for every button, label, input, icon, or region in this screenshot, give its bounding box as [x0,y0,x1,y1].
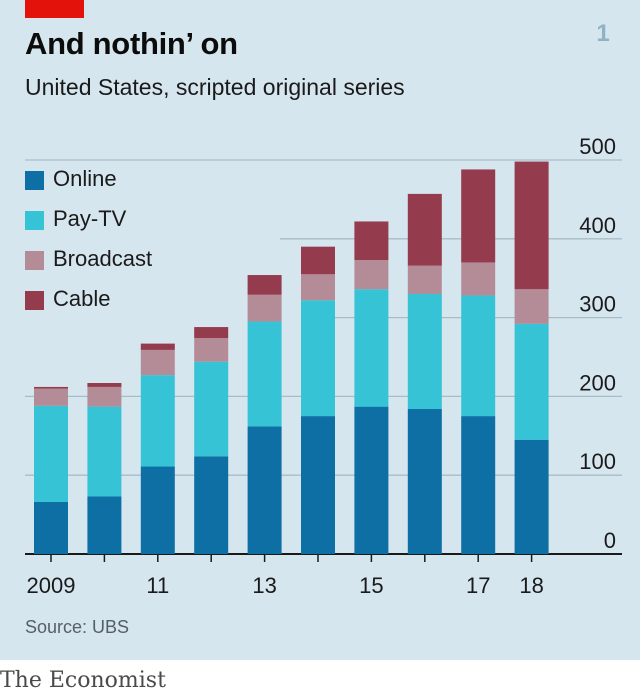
legend-label: Broadcast [53,246,153,271]
bar-segment-broadcast-2017 [461,262,496,296]
bar-segment-pay-tv-2011 [140,375,175,467]
bar-segment-cable-2009 [34,386,68,389]
bar-segment-cable-2018 [514,161,549,290]
legend-swatch [25,171,44,190]
bar-segment-broadcast-2013 [247,294,282,322]
y-tick-label: 0 [604,528,616,553]
publisher-wordmark: The Economist [0,668,166,693]
bar-segment-online-2010 [87,496,122,554]
bar-segment-broadcast-2015 [354,260,389,290]
bar-segment-broadcast-2018 [514,289,549,324]
bar-segment-pay-tv-2016 [407,293,442,410]
bar-segment-pay-tv-2017 [461,295,496,417]
y-tick-label: 400 [579,213,616,238]
bar-segment-broadcast-2011 [140,349,175,376]
bar-segment-pay-tv-2010 [87,406,122,497]
x-tick-label: 15 [359,573,383,598]
x-tick-label: 11 [146,573,169,598]
bar-segment-cable-2015 [354,221,389,261]
bar-segment-cable-2012 [194,327,229,339]
legend-swatch [25,211,44,230]
chart-subtitle: United States, scripted original series [25,74,405,100]
bar-segment-online-2009 [34,501,68,554]
x-tick-label: 18 [519,573,543,598]
bar-segment-pay-tv-2015 [354,289,389,407]
bar-segment-cable-2011 [140,343,175,350]
bar-segment-online-2015 [354,406,389,554]
bar-segment-pay-tv-2018 [514,323,549,440]
bar-segment-broadcast-2012 [194,338,229,362]
bar-segment-online-2014 [301,416,335,554]
bar-segment-online-2016 [407,409,442,554]
bar-segment-pay-tv-2009 [34,405,68,502]
legend-label: Pay-TV [53,206,127,231]
x-tick-label: 2009 [27,573,76,598]
chart-panel: And nothin’ on United States, scripted o… [0,0,640,660]
bar-segment-cable-2013 [247,275,282,295]
y-tick-label: 300 [579,292,616,317]
legend-swatch [25,251,44,270]
bar-segment-cable-2014 [301,246,335,275]
bar-segment-broadcast-2010 [87,386,122,407]
y-tick-label: 200 [579,370,616,395]
legend-swatch [25,291,44,310]
y-tick-label: 100 [579,449,616,474]
bar-segment-online-2018 [514,439,549,554]
bar-segment-cable-2010 [87,383,122,387]
source-note: Source: UBS [25,617,130,637]
bar-segment-online-2017 [461,416,496,554]
bar-segment-pay-tv-2013 [247,321,282,427]
chart-title: And nothin’ on [25,26,238,61]
y-tick-label: 500 [579,134,616,159]
legend-label: Online [53,166,117,191]
bar-segment-broadcast-2009 [34,388,68,406]
bar-segment-online-2013 [247,426,282,554]
bar-segment-broadcast-2016 [407,265,442,294]
x-tick-label: 13 [252,573,276,598]
bar-segment-cable-2017 [461,169,496,263]
bar-segment-online-2012 [194,456,229,554]
bar-segment-online-2011 [140,466,175,554]
bar-segment-pay-tv-2014 [301,300,335,417]
brand-red-tab [25,0,84,18]
stacked-bar-chart: 0 100 200 300 400 500 2009 11 13 15 17 18 [25,134,622,598]
x-tick-label: 17 [466,573,490,598]
bar-segment-broadcast-2014 [301,274,335,301]
chart-number-badge: 1 [596,20,610,47]
bar-segment-cable-2016 [407,193,442,266]
bar-segment-pay-tv-2012 [194,361,229,457]
legend-label: Cable [53,286,111,311]
